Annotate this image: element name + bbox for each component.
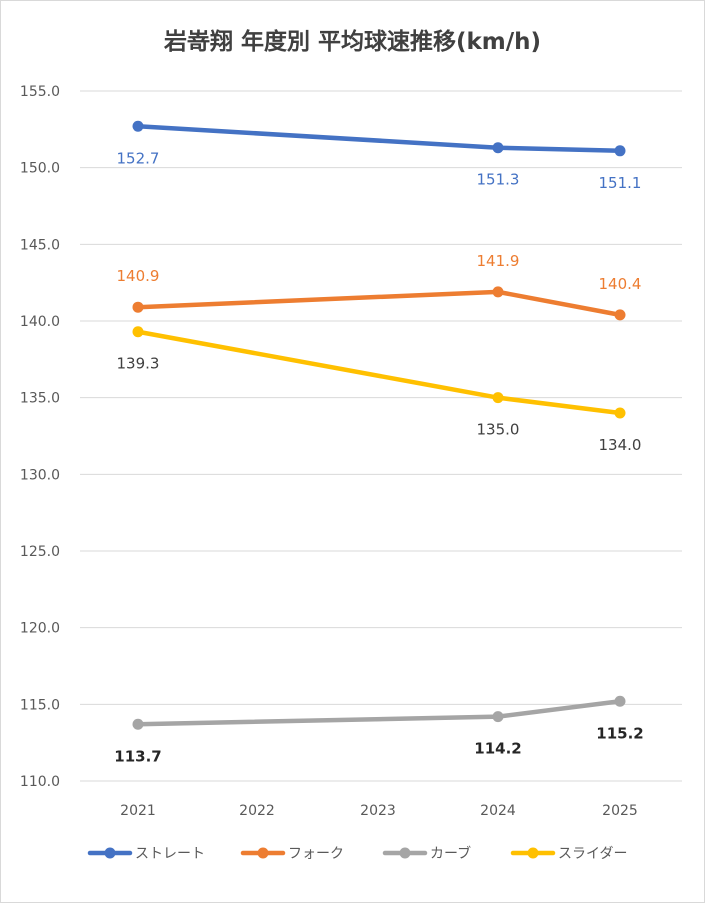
y-axis-ticks: 110.0 115.0 120.0 125.0 130.0 135.0 140.0 145.0… [20, 84, 60, 790]
data-label: 114.2 [474, 740, 521, 758]
data-point [492, 392, 504, 404]
data-label: 151.3 [477, 171, 520, 189]
data-labels: 152.7 151.3 151.1 140.9 141.9 140.4 113.7 114.2… [114, 149, 643, 765]
y-tick-label: 150.0 [20, 161, 60, 177]
data-point [614, 309, 626, 321]
data-point [614, 407, 626, 419]
y-tick-label: 115.0 [20, 697, 60, 713]
legend: ストレート フォーク カーブ スライダー [87, 845, 627, 862]
y-tick-label: 110.0 [20, 774, 60, 790]
data-point [132, 718, 144, 730]
series-line [135, 124, 623, 154]
data-point [492, 286, 504, 298]
data-label: 135.0 [477, 421, 520, 439]
gridlines [80, 90, 682, 782]
legend-label: ストレート [135, 846, 205, 862]
series-line [135, 329, 623, 416]
data-label: 113.7 [114, 747, 161, 765]
data-label: 140.9 [117, 267, 160, 285]
x-tick-label: 2024 [480, 803, 516, 819]
x-tick-label: 2025 [602, 803, 638, 819]
series-line [135, 289, 623, 318]
y-tick-label: 145.0 [20, 237, 60, 253]
chart-title: 岩嵜翔 年度別 平均球速推移(km/h) [163, 29, 542, 55]
data-label: 139.3 [117, 355, 160, 373]
data-label: 141.9 [477, 252, 520, 270]
x-tick-label: 2022 [239, 803, 275, 819]
y-tick-label: 125.0 [20, 544, 60, 560]
legend-marker [104, 847, 116, 859]
y-tick-label: 135.0 [20, 391, 60, 407]
y-tick-label: 155.0 [20, 84, 60, 100]
y-tick-label: 140.0 [20, 314, 60, 330]
legend-marker [399, 847, 411, 859]
legend-marker [527, 847, 539, 859]
data-label: 134.0 [599, 436, 642, 454]
data-point [132, 301, 144, 313]
x-axis-ticks: 2021 2022 2023 2024 2025 [120, 803, 638, 819]
x-tick-label: 2021 [120, 803, 156, 819]
legend-label: カーブ [430, 845, 471, 862]
data-point [132, 120, 144, 132]
data-point [614, 695, 626, 707]
legend-label: フォーク [288, 846, 344, 862]
data-label: 151.1 [599, 174, 642, 192]
legend-marker [257, 847, 269, 859]
data-point [492, 711, 504, 723]
data-label: 140.4 [599, 275, 642, 293]
data-point [132, 326, 144, 338]
legend-label: スライダー [558, 846, 627, 862]
series-lines [132, 120, 626, 730]
x-tick-label: 2023 [360, 803, 396, 819]
data-label: 152.7 [117, 149, 160, 167]
y-tick-label: 120.0 [20, 621, 60, 637]
y-tick-label: 130.0 [20, 467, 60, 483]
data-point [614, 145, 626, 157]
data-point [492, 142, 504, 154]
data-label: 115.2 [596, 724, 643, 742]
